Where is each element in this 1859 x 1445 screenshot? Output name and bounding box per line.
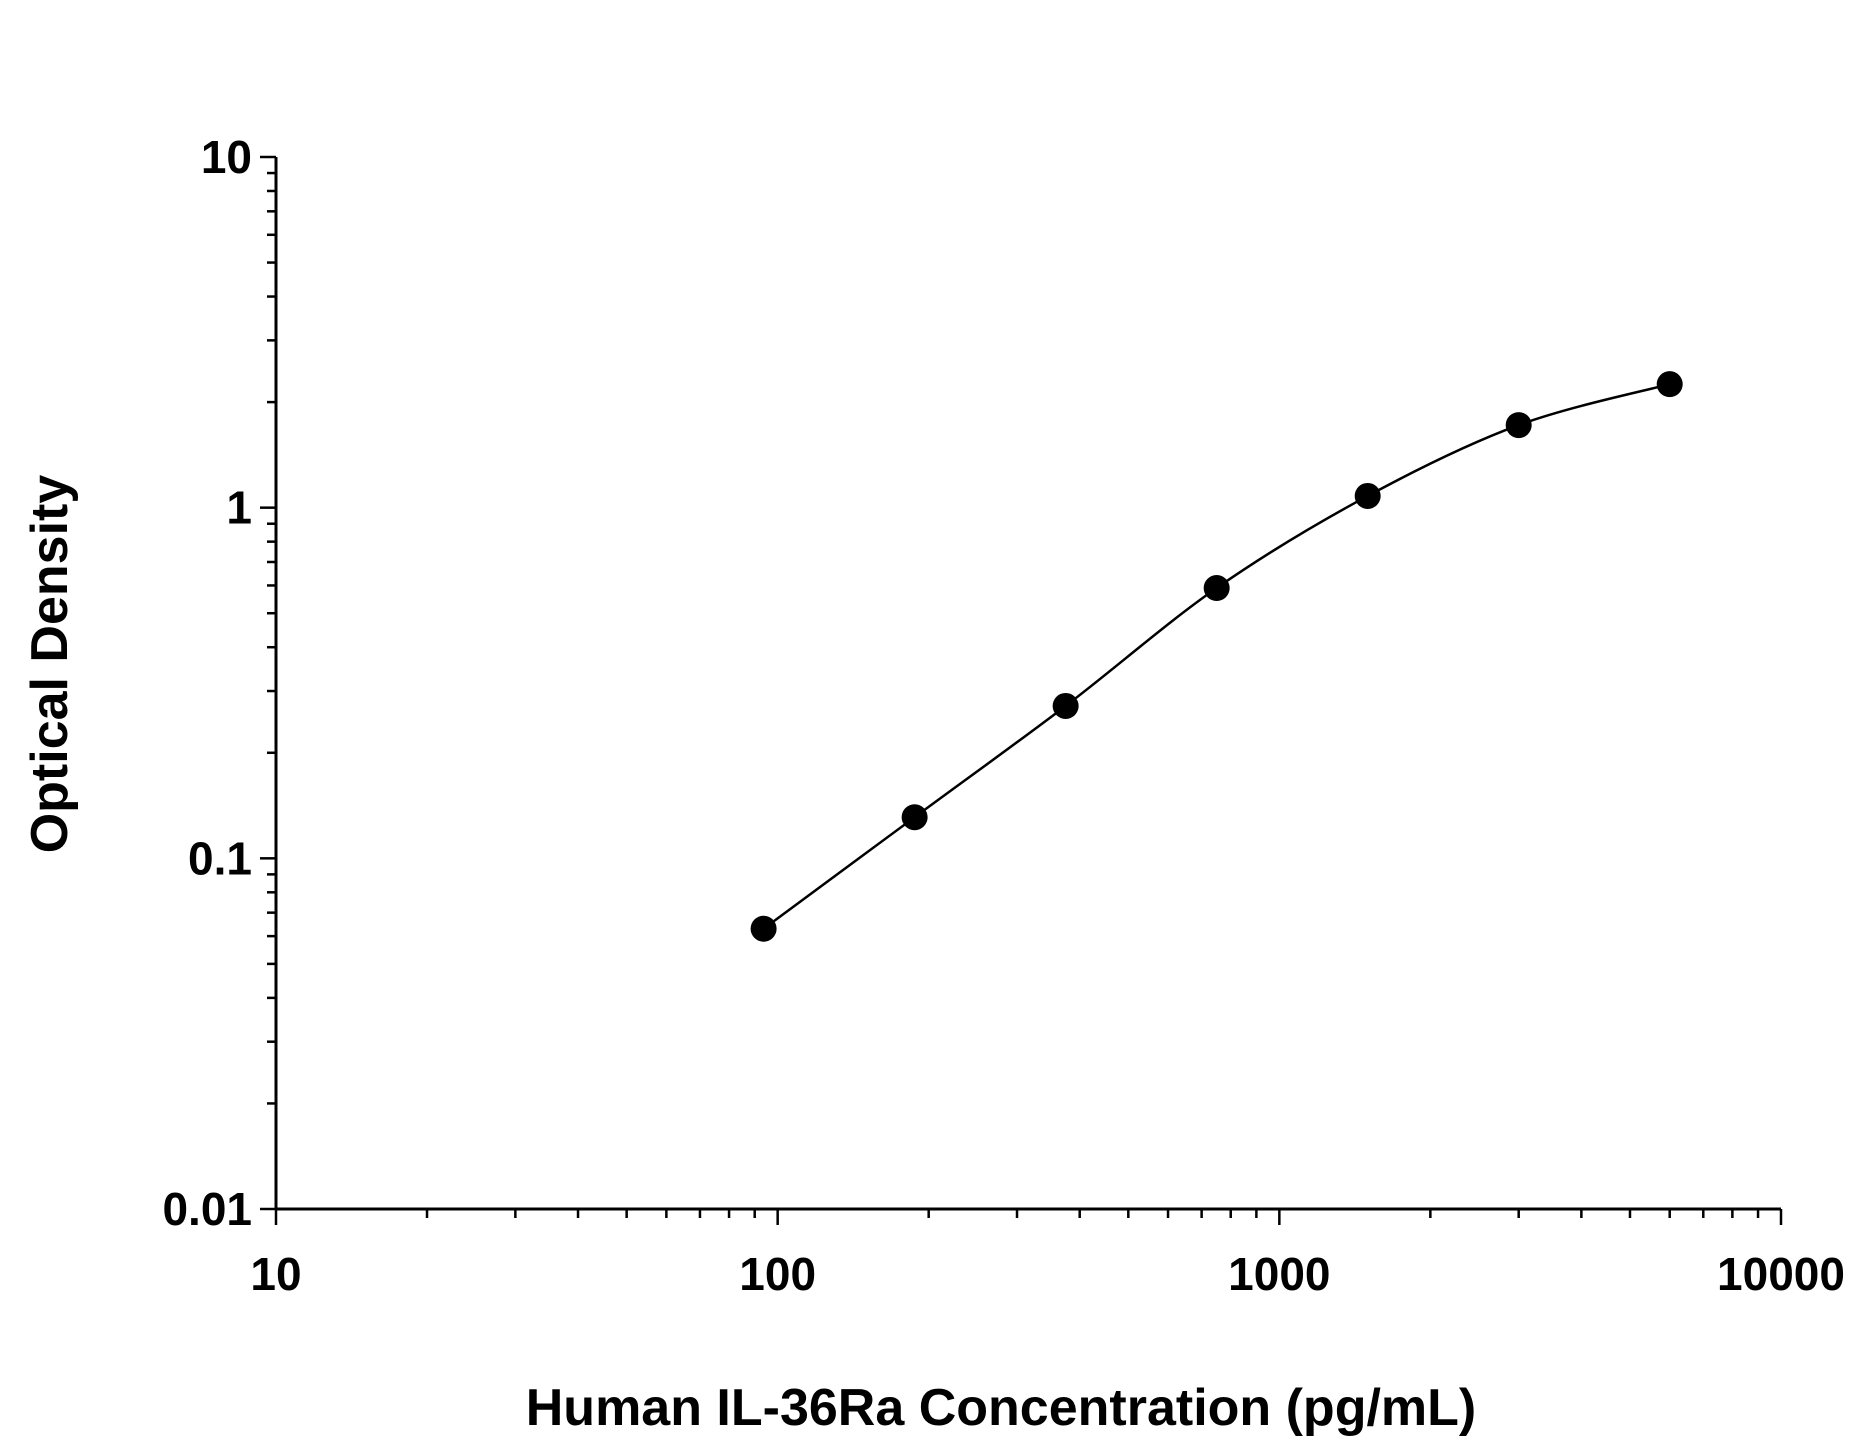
data-point: [750, 915, 777, 942]
data-points: [750, 371, 1683, 942]
y-tick-label: 10: [201, 131, 252, 183]
y-tick-label: 0.01: [162, 1183, 252, 1235]
y-tick-label: 1: [226, 482, 252, 534]
data-point: [1656, 371, 1683, 398]
fit-curve: [762, 382, 1671, 930]
x-tick-label: 10000: [1717, 1248, 1845, 1300]
x-tick-label: 100: [739, 1248, 816, 1300]
y-tick-label: 0.1: [188, 832, 252, 884]
axes: [274, 157, 1781, 1211]
data-point: [901, 804, 928, 831]
x-axis-title: Human IL-36Ra Concentration (pg/mL): [526, 1379, 1476, 1437]
data-point: [1505, 412, 1532, 439]
x-tick-label: 10: [250, 1248, 301, 1300]
data-point: [1052, 692, 1079, 719]
y-axis-title: Optical Density: [21, 475, 79, 854]
axis-tick-labels: 0.01 0.1 1 10 10 100 1000 10000: [162, 131, 1844, 1300]
data-point: [1203, 575, 1230, 602]
x-tick-label: 1000: [1228, 1248, 1330, 1300]
data-point: [1354, 482, 1381, 509]
axis-ticks: [260, 155, 1783, 1225]
